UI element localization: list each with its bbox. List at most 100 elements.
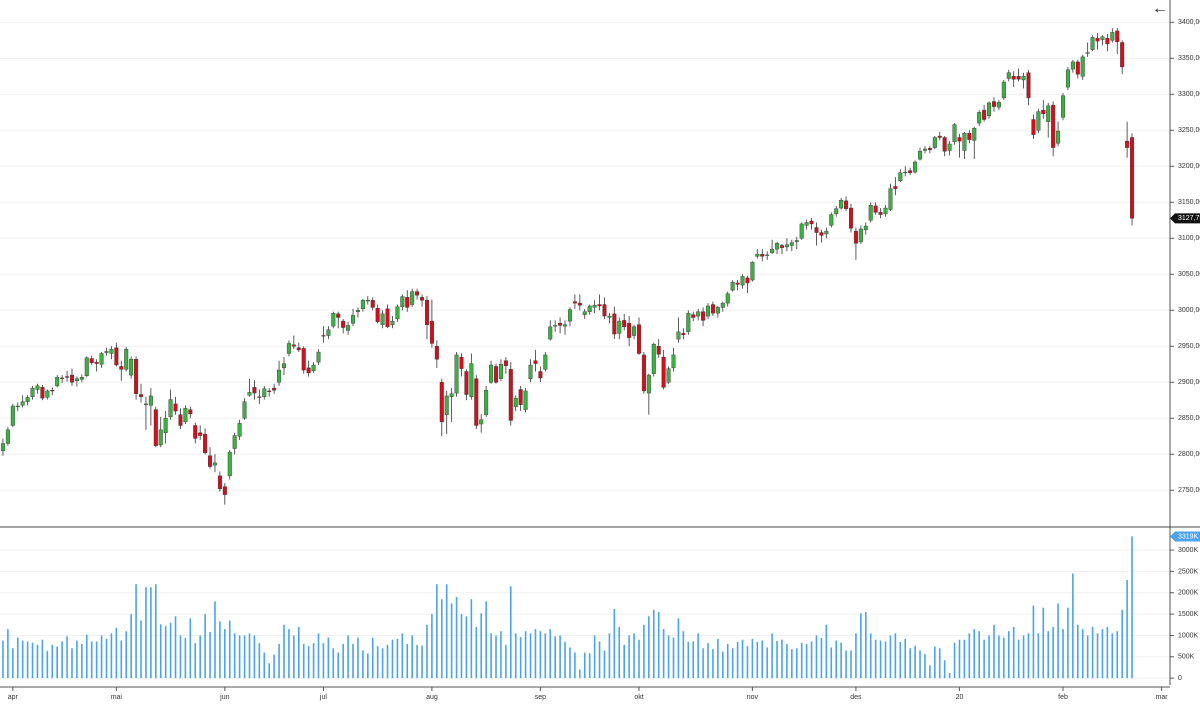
volume-bar: [731, 648, 734, 679]
candle-body: [262, 388, 267, 397]
volume-bar: [756, 641, 759, 679]
candle-body: [932, 137, 937, 148]
candle-body: [1006, 72, 1011, 79]
candle-body: [878, 212, 883, 215]
candle-body: [40, 387, 45, 399]
candle-body: [212, 462, 217, 466]
volume-bar: [1003, 637, 1005, 679]
candle-body: [572, 301, 577, 304]
volume-bar: [514, 633, 517, 679]
volume-bar: [988, 635, 990, 679]
candle-body: [706, 305, 711, 317]
candle-body: [222, 486, 227, 495]
volume-bar: [1062, 629, 1064, 679]
volume-bar: [948, 673, 951, 679]
volume-bar: [90, 641, 93, 679]
volume-bar: [125, 631, 128, 679]
y-tick-label: 3200,00: [1178, 163, 1200, 170]
volume-bar: [643, 624, 645, 679]
volume-bar: [470, 599, 473, 679]
volume-bar: [431, 614, 433, 679]
candle-body: [503, 360, 508, 366]
volume-bar: [593, 635, 596, 679]
volume-bar: [426, 624, 428, 679]
y-tick-label: 3000,00: [1178, 307, 1200, 314]
candle-body: [947, 143, 952, 151]
candle-body: [1090, 37, 1095, 50]
volume-bar: [352, 644, 354, 679]
candle-body: [360, 300, 365, 310]
y-tick-label: 3250,00: [1178, 127, 1200, 134]
candle-body: [400, 296, 405, 307]
volume-bar: [130, 614, 132, 679]
back-button[interactable]: ←: [1152, 0, 1168, 17]
candle-body: [730, 282, 735, 291]
volume-bar: [110, 633, 113, 679]
volume-bar: [1072, 573, 1074, 679]
candle-body: [710, 304, 715, 314]
candle-body: [715, 307, 720, 314]
volume-bar: [1022, 635, 1025, 679]
volume-bar: [549, 629, 552, 679]
candle-body: [124, 348, 129, 370]
candle-body: [863, 225, 868, 230]
volume-bar: [445, 584, 448, 679]
volume-bar: [36, 644, 39, 679]
candle-body: [740, 276, 745, 286]
last-price-label: 3127,75: [1178, 215, 1200, 222]
volume-bar: [327, 637, 330, 679]
candle-body: [632, 326, 637, 336]
volume-bar: [233, 633, 236, 679]
candle-body: [139, 394, 144, 397]
volume-bar: [810, 641, 813, 679]
volume-bar: [1121, 609, 1123, 679]
candle-body: [686, 312, 691, 333]
candle-body: [750, 261, 755, 281]
y-tick-label: 3350,00: [1178, 55, 1200, 62]
volume-bar: [16, 637, 19, 679]
y-tick-label: 3100,00: [1178, 235, 1200, 242]
volume-bar: [140, 620, 142, 679]
volume-bar: [406, 644, 409, 679]
volume-bar: [820, 638, 823, 679]
candle-body: [612, 313, 617, 335]
volume-bar: [159, 624, 162, 679]
volume-bar: [450, 603, 453, 679]
volume-bar: [608, 633, 611, 679]
candle-body: [967, 132, 972, 140]
candle-body: [119, 366, 124, 370]
candle-body: [449, 393, 454, 397]
x-tick-label: nov: [747, 694, 759, 701]
candle-body: [114, 347, 119, 366]
candle-body: [858, 228, 863, 243]
candle-body: [281, 363, 286, 369]
volume-bar: [978, 631, 980, 679]
volume-bar: [791, 649, 793, 679]
candle-body: [1051, 104, 1056, 148]
volume-bar: [1086, 635, 1089, 679]
volume-bar: [495, 635, 497, 679]
candle-body: [183, 408, 188, 423]
candle-body: [528, 364, 533, 379]
volume-bar: [376, 646, 379, 679]
volume-bar: [293, 635, 295, 679]
volume-y-tick-label: 0: [1178, 675, 1182, 682]
candle-body: [582, 311, 587, 315]
candle-body: [424, 300, 429, 325]
volume-bar: [322, 643, 325, 679]
candle-body: [198, 432, 203, 436]
volume-bar: [554, 636, 556, 679]
volume-bar: [1101, 629, 1104, 679]
volume-bar: [100, 635, 103, 679]
volume-bar: [500, 631, 502, 679]
candle-body: [84, 357, 89, 377]
volume-bar: [7, 629, 9, 679]
volume-bar: [2, 640, 4, 679]
candle-body: [696, 311, 701, 317]
candle-body: [291, 344, 296, 347]
volume-bar: [929, 665, 931, 679]
candle-body: [735, 282, 740, 285]
candle-body: [148, 395, 153, 406]
volume-bar: [697, 633, 699, 679]
candle-body: [834, 208, 839, 215]
